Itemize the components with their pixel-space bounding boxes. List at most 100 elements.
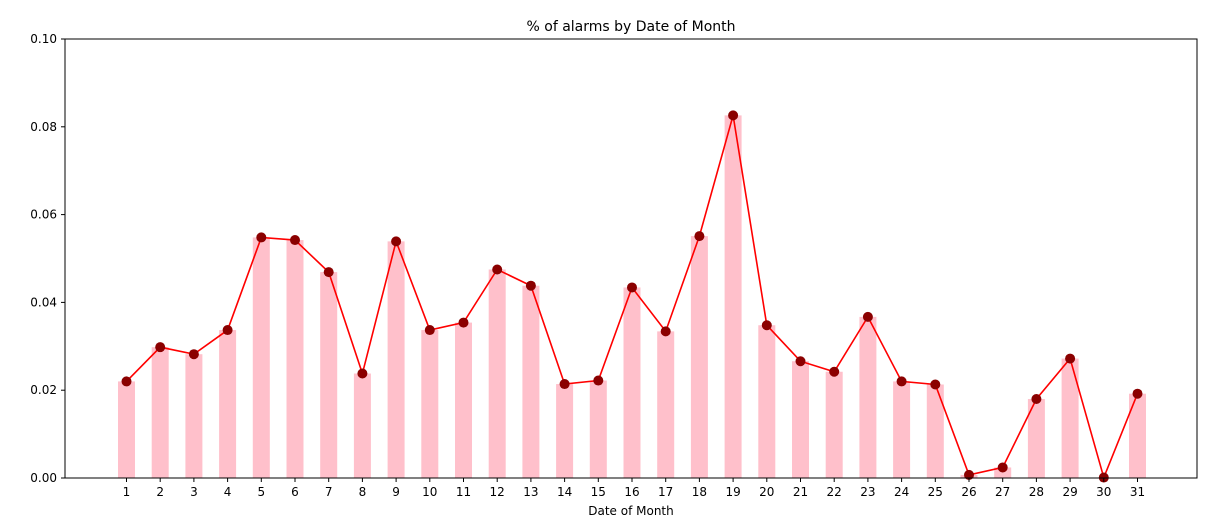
point-31 <box>1132 388 1143 399</box>
y-tick-label: 0.00 <box>30 471 57 485</box>
bars-group <box>118 115 1146 478</box>
x-tick-label: 4 <box>224 485 232 499</box>
point-29 <box>1065 353 1076 364</box>
x-tick-label: 25 <box>928 485 943 499</box>
x-tick-label: 31 <box>1130 485 1145 499</box>
point-5 <box>256 232 267 243</box>
bar-1 <box>118 381 135 478</box>
point-3 <box>188 349 199 360</box>
bar-4 <box>219 330 237 478</box>
points-group <box>121 110 1143 483</box>
point-20 <box>761 320 772 331</box>
point-1 <box>121 376 132 387</box>
x-tick-label: 29 <box>1062 485 1077 499</box>
y-tick-label: 0.08 <box>30 120 57 134</box>
x-tick-label: 17 <box>658 485 673 499</box>
point-11 <box>458 317 469 328</box>
x-tick-label: 8 <box>359 485 367 499</box>
point-6 <box>290 235 300 246</box>
plot-frame <box>64 38 1198 479</box>
point-22 <box>829 366 840 377</box>
bar-18 <box>690 236 708 478</box>
x-tick-label: 15 <box>591 485 606 499</box>
x-tick-label: 23 <box>860 485 875 499</box>
x-tick-label: 7 <box>325 485 333 499</box>
x-tick-label: 2 <box>156 485 164 499</box>
bar-2 <box>151 347 169 478</box>
x-tick-label: 28 <box>1029 485 1044 499</box>
bar-5 <box>252 237 270 478</box>
x-tick-label: 27 <box>995 485 1010 499</box>
point-16 <box>627 282 637 293</box>
point-21 <box>795 356 806 367</box>
bar-22 <box>825 371 843 478</box>
x-tick-label: 22 <box>827 485 842 499</box>
bar-10 <box>421 330 439 478</box>
point-10 <box>424 325 435 336</box>
bar-25 <box>926 384 944 478</box>
bar-3 <box>185 354 203 478</box>
x-tick-label: 5 <box>257 485 265 499</box>
bar-7 <box>320 272 338 478</box>
bar-16 <box>623 287 641 478</box>
point-13 <box>525 280 536 291</box>
x-tick-label: 19 <box>725 485 740 499</box>
bar-8 <box>353 373 371 478</box>
x-tick-label: 14 <box>557 485 572 499</box>
point-27 <box>997 462 1008 473</box>
chart-title: % of alarms by Date of Month <box>527 19 736 35</box>
point-8 <box>357 368 368 379</box>
x-tick-label: 30 <box>1096 485 1111 499</box>
point-9 <box>391 236 402 247</box>
bar-19 <box>724 115 742 478</box>
x-tick-label: 3 <box>190 485 198 499</box>
point-7 <box>323 267 334 278</box>
x-tick-label: 6 <box>291 485 299 499</box>
x-tick-label: 24 <box>894 485 909 499</box>
bar-12 <box>488 269 506 478</box>
point-12 <box>492 264 503 275</box>
point-28 <box>1031 393 1042 404</box>
point-18 <box>694 231 705 242</box>
point-26 <box>964 469 974 480</box>
y-tick-label: 0.06 <box>30 208 57 222</box>
x-tick-label: 9 <box>392 485 400 499</box>
bar-31 <box>1129 393 1146 478</box>
x-tick-label: 20 <box>759 485 774 499</box>
point-23 <box>862 311 873 322</box>
bar-17 <box>657 331 675 478</box>
bar-24 <box>893 381 911 478</box>
x-tick-label: 21 <box>793 485 808 499</box>
bar-13 <box>522 285 540 478</box>
x-tick-label: 11 <box>456 485 471 499</box>
bar-21 <box>792 361 809 478</box>
bar-11 <box>455 322 472 478</box>
bar-29 <box>1061 358 1079 478</box>
x-axis-label: Date of Month <box>588 504 674 515</box>
point-19 <box>728 110 739 121</box>
bar-6 <box>286 240 304 478</box>
point-15 <box>593 375 604 386</box>
x-tick-label: 13 <box>523 485 538 499</box>
x-tick-label: 1 <box>123 485 131 499</box>
point-25 <box>930 379 941 390</box>
y-axis: 0.00 0.02 0.04 0.06 0.08 0.10 <box>30 32 65 485</box>
y-tick-label: 0.04 <box>30 295 57 309</box>
x-tick-label: 26 <box>961 485 976 499</box>
point-2 <box>155 342 166 353</box>
y-tick-label: 0.10 <box>30 32 57 46</box>
x-tick-label: 18 <box>692 485 707 499</box>
x-tick-label: 10 <box>422 485 437 499</box>
bar-14 <box>556 384 574 478</box>
bar-20 <box>758 325 776 478</box>
bar-28 <box>1027 398 1045 478</box>
point-14 <box>559 379 570 390</box>
point-4 <box>222 325 233 336</box>
bar-15 <box>589 380 607 478</box>
x-axis: 1 2 3 4 5 6 7 8 9 10 11 12 13 14 15 16 17 18 19 20 21 22 23 24 2… <box>123 478 1145 499</box>
y-tick-label: 0.02 <box>30 383 57 397</box>
bar-23 <box>859 316 877 478</box>
bar-9 <box>387 241 405 478</box>
x-tick-label: 16 <box>624 485 639 499</box>
